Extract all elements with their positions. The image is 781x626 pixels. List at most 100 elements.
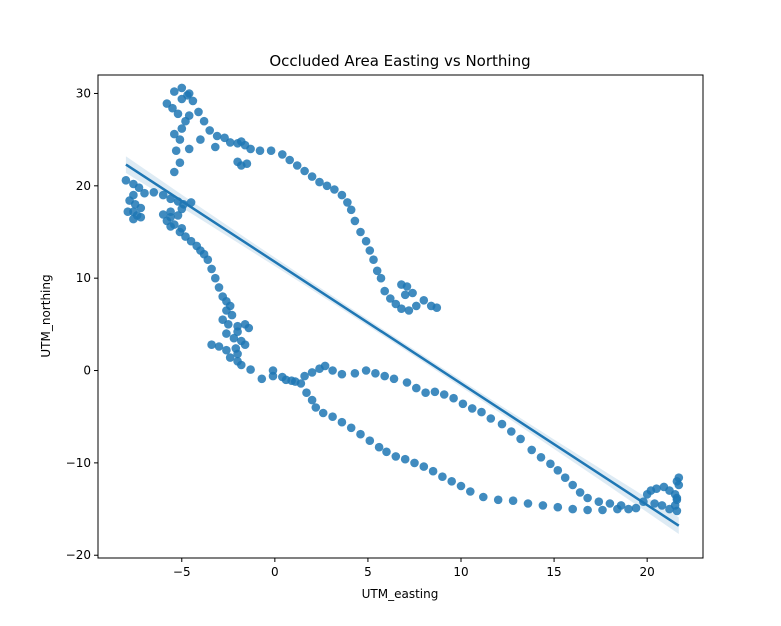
data-point: [382, 447, 391, 457]
data-point: [240, 340, 250, 350]
data-point: [184, 144, 194, 154]
data-point: [311, 403, 321, 412]
data-point: [447, 477, 457, 486]
data-point: [184, 89, 194, 98]
data-point: [346, 205, 356, 215]
data-point: [466, 487, 475, 496]
data-point: [136, 203, 146, 213]
x-tick-label: 10: [453, 565, 468, 579]
data-point: [365, 246, 375, 255]
data-point: [631, 503, 641, 513]
data-point: [672, 506, 682, 516]
data-point: [207, 340, 216, 350]
data-point: [170, 129, 179, 139]
y-tick-label: 30: [76, 86, 91, 100]
data-point: [665, 504, 674, 514]
data-point: [214, 342, 224, 351]
data-point: [177, 83, 187, 93]
data-point: [302, 388, 311, 398]
scatter-points-layer: [121, 83, 684, 516]
data-point: [149, 188, 159, 197]
data-point: [493, 495, 503, 505]
data-point: [158, 190, 168, 200]
data-point: [568, 504, 577, 514]
data-point: [268, 366, 278, 375]
regression-line-layer: [125, 163, 680, 527]
data-point: [674, 473, 684, 483]
data-point: [560, 473, 570, 483]
data-point: [432, 303, 442, 313]
data-point: [508, 496, 518, 506]
data-point: [255, 146, 265, 155]
data-point: [266, 146, 276, 155]
data-point: [300, 166, 309, 176]
data-point: [233, 349, 242, 359]
data-point: [568, 480, 577, 490]
data-point: [328, 366, 337, 375]
y-axis-label: UTM_northing: [39, 274, 53, 357]
data-point: [350, 369, 360, 378]
data-point: [583, 505, 592, 515]
data-point: [516, 434, 525, 444]
data-point: [330, 185, 339, 194]
data-point: [536, 453, 546, 462]
data-point: [328, 412, 337, 422]
data-point: [246, 144, 255, 154]
data-point: [300, 371, 309, 381]
data-point: [616, 501, 626, 510]
data-point: [456, 481, 466, 491]
data-point: [233, 327, 242, 337]
data-point: [337, 190, 347, 200]
y-tick-label: 0: [83, 364, 91, 378]
data-point: [380, 286, 390, 296]
data-point: [356, 227, 365, 237]
data-point: [605, 499, 615, 508]
data-point: [287, 376, 296, 386]
data-point: [278, 372, 287, 382]
data-point: [136, 212, 146, 222]
data-point: [225, 353, 235, 362]
data-point: [652, 484, 661, 494]
data-point: [205, 126, 214, 135]
data-point: [650, 499, 659, 508]
data-point: [421, 388, 430, 398]
data-point: [374, 442, 384, 452]
data-point: [386, 294, 395, 303]
data-point: [194, 107, 203, 117]
data-point: [391, 452, 401, 461]
data-point: [121, 176, 131, 185]
data-point: [173, 211, 183, 220]
data-point: [343, 198, 352, 207]
data-point: [246, 365, 255, 374]
data-point: [188, 96, 198, 106]
data-point: [166, 222, 175, 231]
data-point: [594, 497, 604, 507]
data-point: [278, 150, 287, 159]
data-point: [412, 301, 421, 311]
y-axis-ticks: −20 −10 0 10 20 30: [66, 86, 98, 562]
x-tick-label: 20: [640, 565, 655, 579]
data-point: [257, 374, 267, 384]
data-point: [479, 492, 488, 502]
data-point: [400, 290, 410, 300]
data-point: [337, 417, 347, 427]
data-point: [389, 374, 399, 384]
data-point: [438, 472, 447, 482]
data-point: [318, 408, 328, 418]
data-point: [486, 414, 496, 423]
data-point: [523, 499, 533, 508]
data-point: [369, 255, 378, 264]
data-point: [439, 390, 449, 399]
data-point: [242, 159, 252, 168]
data-point: [307, 395, 317, 405]
data-point: [315, 177, 324, 187]
x-axis-label: UTM_easting: [362, 587, 439, 601]
data-point: [214, 283, 224, 292]
data-point: [123, 207, 133, 216]
data-point: [196, 135, 205, 144]
data-point: [177, 204, 187, 214]
x-tick-label: −5: [173, 565, 191, 579]
data-point: [227, 310, 237, 320]
data-point: [170, 167, 179, 177]
